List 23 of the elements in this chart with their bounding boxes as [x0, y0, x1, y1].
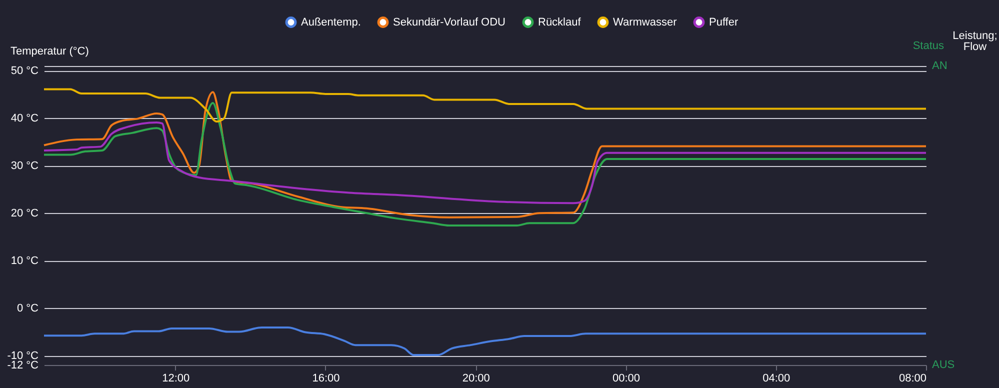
x-tick-label: 08:00 [898, 372, 926, 384]
text: AN [932, 60, 948, 72]
x-tick-label: 16:00 [312, 372, 340, 384]
legend-label: Warmwasser [613, 16, 678, 28]
x-tick-label: 12:00 [162, 372, 190, 384]
y-tick-label: 50 °C [10, 65, 39, 78]
legend-label: Puffer [709, 16, 738, 28]
legend-label: Außentemp. [301, 16, 361, 28]
y-tick-label: 10 °C [10, 255, 39, 268]
y-tick-label: -12 °C [7, 360, 39, 372]
text: Status [912, 40, 944, 52]
legend-label: Sekundär-Vorlauf ODU [393, 16, 506, 28]
y-tick-label: 20 °C [10, 208, 39, 220]
text: AUS [932, 359, 955, 371]
x-tick-label: 00:00 [612, 372, 640, 384]
x-tick-label: 04:00 [762, 372, 790, 384]
y-tick-label: 30 °C [10, 160, 39, 172]
legend-label: Rücklauf [538, 16, 582, 28]
x-tick-label: 20:00 [462, 372, 490, 384]
text: Leistung; Flow [952, 30, 998, 53]
y-axis-title: Temperatur (°C) [10, 46, 89, 58]
y-tick-label: 40 °C [10, 112, 39, 125]
y-tick-label: 0 °C [16, 302, 39, 315]
